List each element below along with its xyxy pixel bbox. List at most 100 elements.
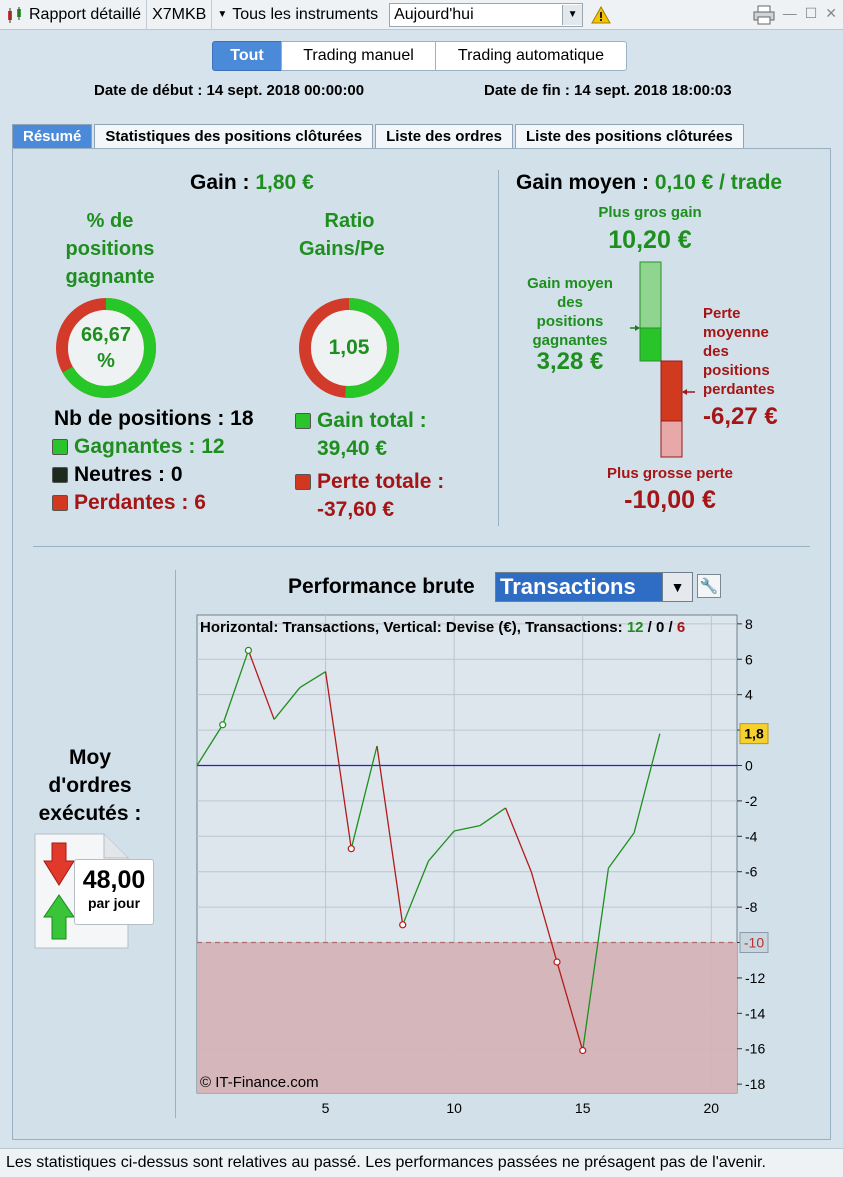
avg-win-line-2: des xyxy=(557,294,583,311)
chevron-down-icon: ▼ xyxy=(562,4,583,25)
red-square-icon xyxy=(52,495,68,512)
avg-gain-label: Gain moyen : xyxy=(516,171,650,194)
gain-loss-bars xyxy=(630,261,695,458)
printer-icon[interactable] xyxy=(753,5,775,25)
maximize-icon[interactable]: ☐ xyxy=(804,5,818,21)
value-tags: 1,8 -10 xyxy=(739,723,769,954)
avg-loss-line-4: positions xyxy=(703,362,770,379)
data-point xyxy=(579,1046,587,1055)
lower-vertical-divider xyxy=(175,570,176,1118)
series-segment xyxy=(299,671,326,689)
x-tick-label: 15 xyxy=(575,1100,591,1114)
chevron-down-icon: ▼ xyxy=(217,9,228,20)
series-segment xyxy=(350,745,378,849)
series-segment xyxy=(556,961,584,1051)
losers-count: Perdantes : 6 xyxy=(52,491,206,515)
close-icon[interactable]: ✕ xyxy=(825,5,837,21)
series-segment xyxy=(273,687,301,720)
avg-loss-line-2: moyenne xyxy=(703,324,769,341)
ratio-donut xyxy=(299,298,399,398)
avg-win-bar xyxy=(639,327,662,362)
avg-loss-line-1: Perte xyxy=(703,305,741,322)
performance-mode-select[interactable]: Transactions ▼ xyxy=(495,572,693,602)
start-date: Date de début : 14 sept. 2018 00:00:00 xyxy=(94,82,365,99)
mode-tab-auto[interactable]: Trading automatique xyxy=(435,41,627,71)
y-tick-label: -8 xyxy=(745,899,758,915)
series-segment xyxy=(479,807,506,827)
avg-win-line-3: positions xyxy=(536,313,604,330)
report-title-item[interactable]: Rapport détaillé xyxy=(0,0,148,30)
last-value-tag-label: 1,8 xyxy=(744,726,764,742)
disclaimer-footer: Les statistiques ci-dessus sont relative… xyxy=(0,1148,843,1177)
y-tick-label: -16 xyxy=(745,1041,765,1057)
series-segment xyxy=(376,745,404,925)
data-point xyxy=(347,845,355,853)
avg-loss-arrow xyxy=(682,389,687,395)
x-tick-label: 5 xyxy=(322,1100,330,1114)
avg-loss-line-3: des xyxy=(703,343,729,360)
avg-win-arrow xyxy=(635,325,640,331)
data-point xyxy=(244,646,253,655)
y-tick-label: -14 xyxy=(745,1005,765,1021)
series-segment xyxy=(530,871,558,963)
orders-title-line-3: exécutés : xyxy=(38,802,142,825)
mode-tab-all[interactable]: Tout xyxy=(212,41,282,71)
vertical-divider xyxy=(498,170,499,526)
series-segment xyxy=(324,671,352,849)
tab-closed-stats[interactable]: Statistiques des positions clôturées xyxy=(94,124,374,148)
tab-orders[interactable]: Liste des ordres xyxy=(375,124,513,148)
win-rate-donut xyxy=(56,298,156,398)
y-tick-label: -2 xyxy=(745,793,758,809)
gain-value: 1,80 € xyxy=(255,171,314,194)
green-square-icon xyxy=(295,413,311,430)
total-gain-label: Gain total : xyxy=(317,409,427,432)
win-rate-number: 66,67 xyxy=(80,324,132,346)
threshold-tag-label: -10 xyxy=(744,935,764,951)
period-select[interactable]: Aujourd'hui ▼ xyxy=(389,2,584,27)
total-loss-label: Perte totale : xyxy=(317,470,445,493)
y-tick-label: -18 xyxy=(745,1076,765,1092)
legend-neutral-count: 0 xyxy=(656,619,665,636)
win-rate-title-line-2: positions xyxy=(65,238,155,260)
end-date: Date de fin : 14 sept. 2018 18:00:03 xyxy=(484,82,732,99)
window-controls: — ☐ ✕ xyxy=(753,5,837,25)
red-square-icon xyxy=(295,474,311,491)
instruments-label: Tous les instruments xyxy=(232,5,379,23)
period-value: Aujourd'hui xyxy=(394,5,474,23)
tab-closed-positions[interactable]: Liste des positions clôturées xyxy=(514,124,744,148)
chevron-down-icon: ▼ xyxy=(662,573,692,601)
win-rate-title: % de positions gagnante xyxy=(48,207,172,291)
black-square-icon xyxy=(52,467,68,484)
y-axis-ticks: 86420-2-4-6-8-12-14-16-18 xyxy=(737,616,765,1092)
avg-win-value: 3,28 € xyxy=(536,348,604,375)
avg-loss-bar xyxy=(660,360,683,422)
report-tabs: Résumé Statistiques des positions clôtur… xyxy=(12,124,744,148)
instruments-dropdown[interactable]: ▼ Tous les instruments xyxy=(212,0,383,30)
avg-gain-value: 0,10 € / trade xyxy=(654,171,783,194)
wrench-icon[interactable]: 🔧 xyxy=(697,574,721,598)
candlestick-icon xyxy=(8,6,21,23)
y-tick-label: 8 xyxy=(745,616,753,632)
total-loss: Perte totale : -37,60 € xyxy=(295,468,444,524)
mode-tab-manual[interactable]: Trading manuel xyxy=(281,41,436,71)
minimize-icon[interactable]: — xyxy=(782,5,797,21)
symbol-label: X7MKB xyxy=(152,5,207,23)
win-rate-title-line-1: % de xyxy=(86,210,134,232)
avg-win-line-4: gagnantes xyxy=(532,332,608,349)
toolbar: Rapport détaillé X7MKB ▼ Tous les instru… xyxy=(0,0,843,30)
win-rate-value: 66,67 % xyxy=(68,322,144,374)
data-point xyxy=(553,958,561,966)
orders-rate-box: 48,00 par jour xyxy=(74,859,154,925)
warning-icon[interactable] xyxy=(591,5,611,24)
data-point xyxy=(399,921,407,929)
orders-title-line-2: d'ordres xyxy=(48,774,132,797)
symbol-item[interactable]: X7MKB xyxy=(147,0,213,30)
avg-loss-value: -6,27 € xyxy=(703,403,778,430)
ratio-arc xyxy=(299,298,399,398)
loss-zone xyxy=(197,942,737,1093)
orders-rate-value: 48,00 xyxy=(82,866,146,894)
x-tick-label: 20 xyxy=(703,1100,719,1114)
arrow-down-icon xyxy=(43,842,75,886)
tab-summary[interactable]: Résumé xyxy=(12,124,93,148)
legend-separator-1: / xyxy=(647,619,652,636)
